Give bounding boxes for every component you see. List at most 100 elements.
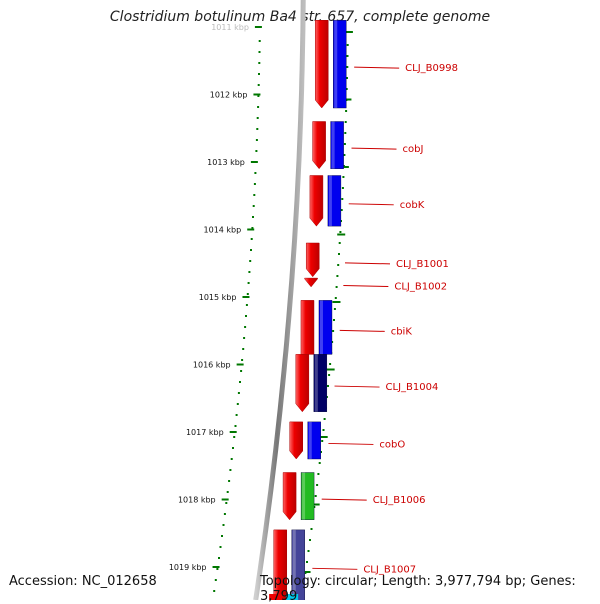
scale-tick-label: 1012 kbp: [210, 91, 248, 100]
gene-arrow: [295, 354, 310, 413]
gene-arrow: [304, 277, 318, 288]
gene-arrow: [312, 121, 326, 170]
gc-dot: [317, 473, 320, 475]
gene-label-leader: [348, 203, 394, 206]
gc-dot: [254, 172, 257, 174]
scale-tick-label: 1016 kbp: [193, 361, 231, 370]
gc-dot: [256, 117, 259, 119]
gc-dot: [232, 447, 234, 449]
gc-dot: [337, 264, 340, 266]
gene-label: cbiK: [391, 326, 413, 337]
gc-dot: [247, 282, 250, 284]
gc-dot: [223, 513, 226, 515]
cog-bar-shine: [331, 121, 335, 169]
gc-dot: [214, 579, 217, 581]
scale-tick-label: 1018 kbp: [178, 496, 216, 505]
gene-label: CLJ_B1006: [373, 495, 426, 506]
gc-dot: [213, 590, 216, 592]
gene-label-leader: [343, 284, 389, 287]
gc-dot: [342, 176, 345, 178]
gc-dot: [322, 429, 325, 431]
gc-dot: [318, 462, 321, 464]
gc-dot: [246, 293, 249, 295]
gene-label: cobJ: [402, 144, 423, 155]
gc-dot: [250, 249, 252, 251]
gc-dot: [340, 209, 343, 211]
gc-dot: [329, 363, 332, 365]
cog-bar: [307, 421, 321, 460]
gc-dot: [216, 568, 219, 570]
cog-bar-shine: [319, 300, 323, 355]
gene-label-leader: [328, 442, 374, 445]
gc-dot: [310, 528, 313, 530]
gc-dot: [225, 502, 228, 504]
gc-dot: [333, 308, 336, 310]
gc-dot: [258, 40, 261, 42]
gene-label-leader: [351, 147, 397, 150]
gc-dot: [344, 132, 347, 134]
gc-dot: [332, 330, 335, 332]
cog-bar: [327, 175, 342, 227]
cog-bar: [291, 529, 305, 600]
gc-dot: [240, 370, 243, 372]
gc-dot-track: [213, 40, 349, 596]
gene-label-leader: [344, 262, 391, 265]
gc-dot: [221, 535, 223, 537]
gc-dot: [253, 194, 256, 196]
gc-dot: [252, 216, 254, 218]
gc-dot: [328, 374, 331, 376]
gc-dot: [228, 480, 231, 482]
gene-arrow: [300, 300, 315, 355]
gc-dot: [218, 557, 220, 559]
gene-arrow: [282, 472, 297, 521]
gc-dot: [309, 539, 311, 541]
gc-dot: [219, 546, 222, 548]
gc-dot: [233, 436, 236, 438]
gc-dot: [257, 95, 260, 97]
gc-dot: [230, 458, 233, 460]
gc-dot: [343, 154, 346, 156]
gene-arrow: [309, 175, 324, 227]
gc-dot: [321, 440, 324, 442]
cog-bar-shine: [334, 20, 338, 108]
gene-label: CLJ_B1001: [396, 259, 449, 270]
gc-dot: [250, 238, 253, 240]
gene-label-leader: [334, 385, 380, 388]
gc-dot: [257, 106, 260, 108]
gene-label-leader: [312, 567, 358, 570]
gene-label: cobK: [400, 200, 425, 211]
gene-label-leader: [339, 329, 385, 332]
gene-label: CLJ_B1002: [394, 281, 447, 292]
gene-label: CLJ_B0998: [405, 63, 458, 74]
gene-label-leader: [354, 66, 400, 69]
gc-dot: [257, 84, 260, 86]
gc-dot: [335, 286, 338, 288]
gc-dot: [258, 73, 260, 75]
cog-bar-shine: [302, 472, 306, 520]
scale-tick-label: 1013 kbp: [207, 158, 245, 167]
gc-dot: [242, 348, 245, 350]
gc-dot: [306, 561, 308, 563]
cog-bar: [286, 594, 299, 600]
gc-dot: [237, 392, 240, 394]
cog-bar-shine: [314, 354, 318, 412]
cog-bar-shine: [308, 421, 312, 459]
gc-dot: [314, 495, 317, 497]
cog-bar: [330, 121, 344, 169]
gc-dot: [251, 227, 254, 229]
gc-dot: [258, 62, 261, 64]
gc-dot: [241, 359, 244, 361]
gene-labels: CLJ_B0998 cobJ cobK CLJ_B1001 CLJ_B1002 cbiK C…: [312, 63, 458, 575]
gc-dot: [313, 506, 316, 508]
accession-text: Accession: NC_012658: [9, 574, 157, 589]
gc-dot: [320, 451, 322, 453]
gene-label: cobO: [379, 439, 405, 450]
gc-dot: [336, 275, 339, 277]
gc-dot: [307, 550, 310, 552]
gc-dot: [229, 469, 232, 471]
gene-arrow: [314, 20, 329, 109]
gc-dot: [345, 110, 348, 112]
gene-arrow: [273, 529, 288, 600]
gc-dot: [258, 51, 261, 53]
gc-dot: [236, 403, 239, 405]
